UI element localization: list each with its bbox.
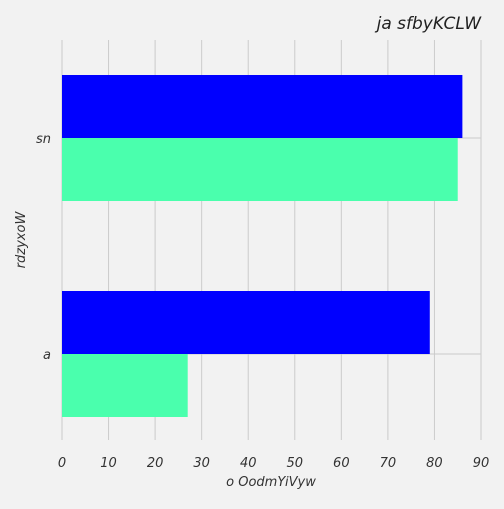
bar <box>62 291 430 354</box>
tick-labels: 0 10 20 30 40 50 60 70 80 90 sn a <box>36 132 489 471</box>
y-axis-label: rdzyxoW <box>14 211 29 269</box>
y-tick-label: sn <box>36 132 51 147</box>
x-tick-label: 70 <box>380 456 397 471</box>
x-tick-label: 10 <box>100 456 117 471</box>
bar <box>62 138 458 201</box>
bar <box>62 75 463 138</box>
chart-title: ja sfbyKCLW <box>375 14 483 34</box>
x-axis-label: o OodmYiVyw <box>226 475 316 490</box>
x-tick-label: 60 <box>333 456 350 471</box>
x-tick-label: 30 <box>193 456 210 471</box>
x-tick-label: 40 <box>240 456 257 471</box>
x-tick-label: 80 <box>426 456 443 471</box>
x-tick-label: 50 <box>287 456 304 471</box>
bar <box>62 354 188 417</box>
x-tick-label: 0 <box>58 456 66 471</box>
y-tick-label: a <box>43 348 51 363</box>
x-tick-label: 20 <box>147 456 164 471</box>
bars <box>62 75 463 417</box>
x-tick-label: 90 <box>473 456 490 471</box>
